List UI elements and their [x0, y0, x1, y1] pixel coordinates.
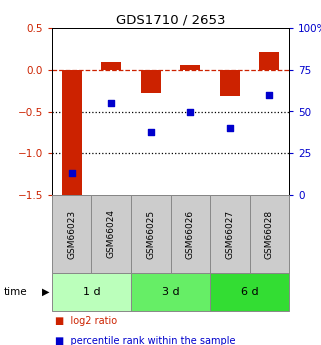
Bar: [62, 70, 82, 199]
Bar: [259, 52, 279, 70]
Bar: [180, 65, 200, 70]
Bar: [141, 70, 160, 93]
Text: time: time: [3, 287, 27, 297]
Bar: [101, 62, 121, 70]
Point: [188, 109, 193, 114]
Text: GSM66025: GSM66025: [146, 209, 155, 258]
Text: 3 d: 3 d: [162, 287, 179, 297]
Text: GSM66028: GSM66028: [265, 209, 274, 258]
Text: GSM66024: GSM66024: [107, 209, 116, 258]
Point: [109, 100, 114, 106]
Point: [227, 126, 232, 131]
Text: ■  log2 ratio: ■ log2 ratio: [55, 316, 117, 326]
Text: 1 d: 1 d: [83, 287, 100, 297]
Point: [267, 92, 272, 98]
Text: ■  percentile rank within the sample: ■ percentile rank within the sample: [55, 336, 236, 345]
Text: GSM66023: GSM66023: [67, 209, 76, 258]
Text: ▶: ▶: [42, 287, 50, 297]
Point: [148, 129, 153, 134]
Text: GSM66027: GSM66027: [225, 209, 234, 258]
Title: GDS1710 / 2653: GDS1710 / 2653: [116, 14, 225, 27]
Text: 6 d: 6 d: [241, 287, 258, 297]
Point: [69, 170, 74, 176]
Bar: [220, 70, 239, 97]
Text: GSM66026: GSM66026: [186, 209, 195, 258]
